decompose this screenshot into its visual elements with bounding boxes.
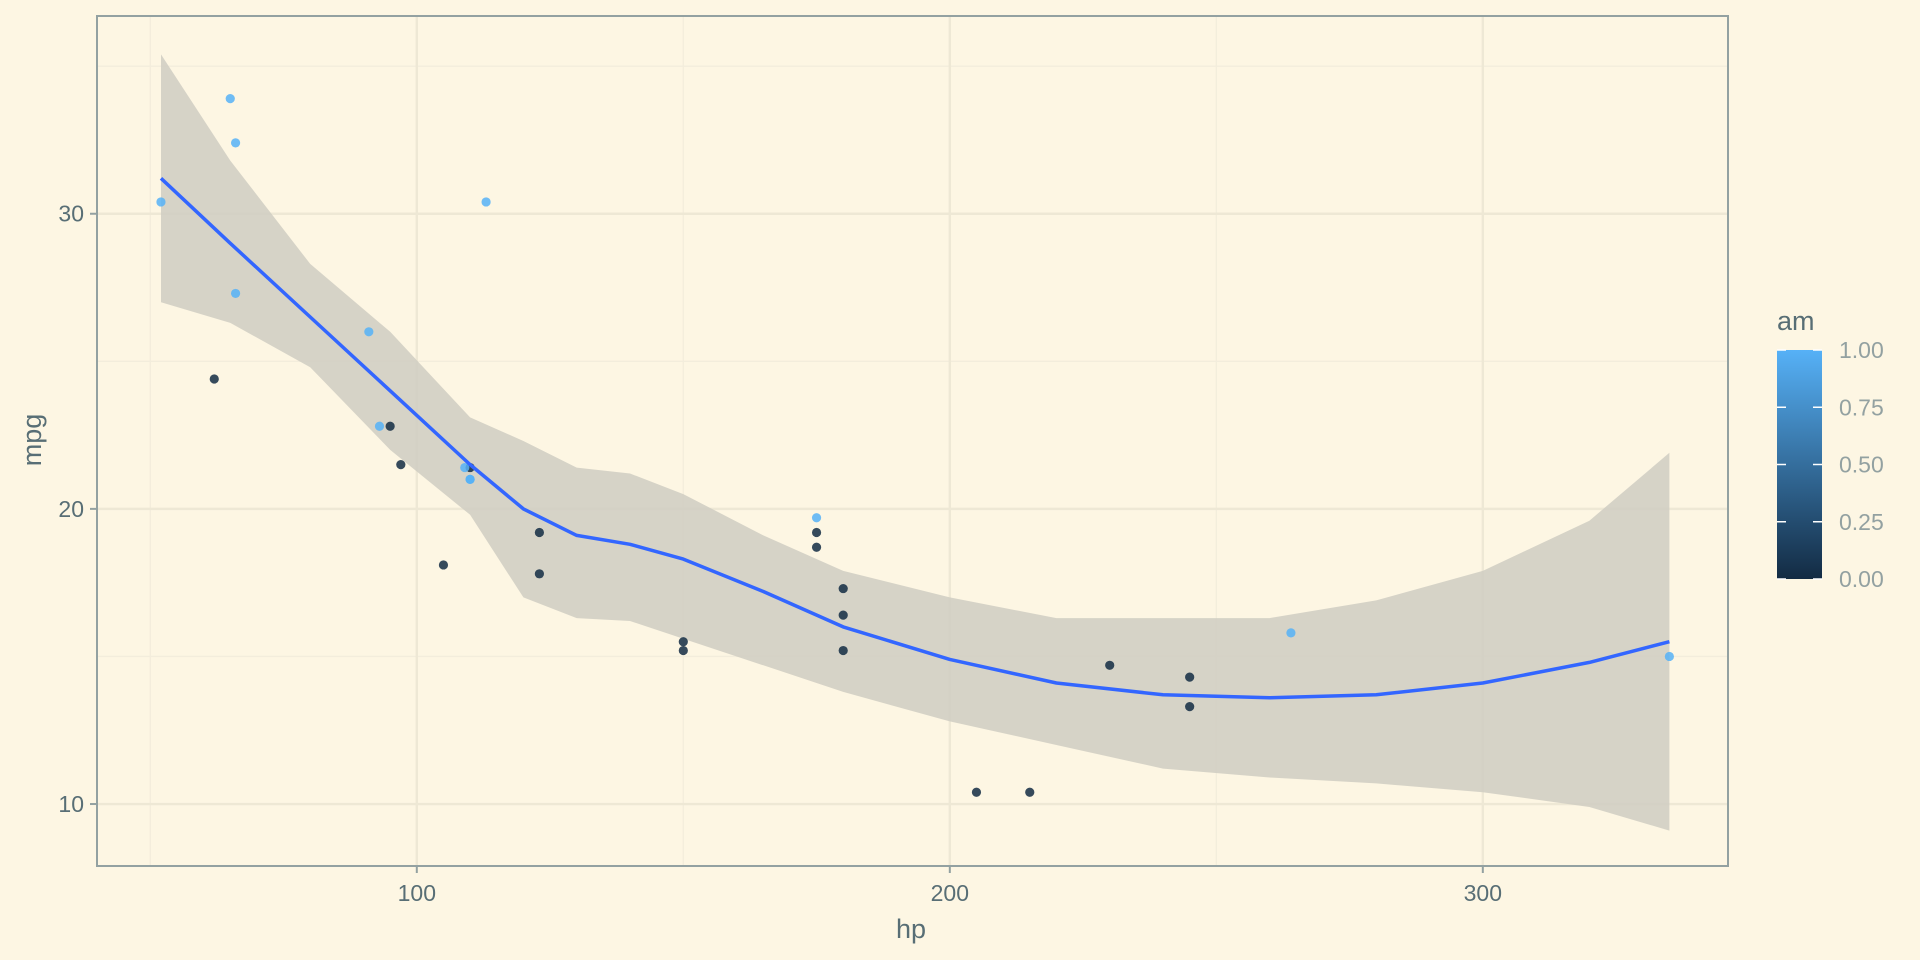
x-axis-ticks: 100 200 300 (398, 866, 1502, 906)
data-point (811, 513, 822, 523)
data-point (225, 94, 235, 104)
data-point (1664, 651, 1674, 662)
data-point (678, 645, 688, 656)
legend-label: 0.50 (1839, 452, 1884, 478)
data-point (811, 542, 822, 552)
data-point (534, 569, 544, 579)
data-point (534, 527, 544, 538)
data-point (209, 374, 219, 384)
data-point (481, 197, 491, 207)
legend-label: 0.00 (1839, 566, 1884, 592)
legend-label: 1.00 (1839, 337, 1884, 363)
data-point (460, 462, 470, 473)
data-point (838, 583, 848, 594)
points-layer (156, 94, 1674, 797)
data-point (1025, 787, 1035, 797)
y-tick-label: 20 (58, 496, 84, 522)
data-point (1185, 702, 1195, 712)
legend-label: 0.75 (1839, 394, 1884, 420)
data-point (678, 637, 688, 647)
legend: am 1.00 0.75 0.50 0.25 0.00 (1777, 306, 1884, 592)
legend-ticks: 1.00 0.75 0.50 0.25 0.00 (1777, 337, 1884, 592)
data-point (1105, 660, 1115, 670)
data-point (385, 421, 395, 431)
x-axis-title: hp (896, 914, 926, 944)
grid-major (97, 16, 1728, 866)
y-tick-label: 10 (58, 791, 84, 817)
data-point (465, 474, 475, 484)
data-point (156, 197, 166, 207)
panel-border (96, 15, 1729, 867)
data-point (1185, 672, 1195, 682)
x-tick-label: 100 (398, 880, 436, 906)
y-axis-title: mpg (17, 414, 47, 467)
data-point (971, 787, 982, 797)
y-tick-label: 30 (58, 201, 84, 227)
data-point (838, 610, 848, 620)
y-axis-ticks: 10 20 30 (58, 201, 97, 817)
data-point (230, 288, 241, 299)
legend-title: am (1777, 306, 1815, 336)
data-point (438, 560, 449, 570)
data-point (1286, 628, 1296, 638)
smooth-line (159, 177, 1670, 700)
data-point (396, 460, 406, 470)
x-tick-label: 300 (1464, 880, 1502, 906)
data-point (374, 421, 385, 431)
legend-label: 0.25 (1839, 509, 1884, 535)
data-point (838, 645, 848, 656)
x-tick-label: 200 (931, 880, 969, 906)
data-point (811, 527, 822, 538)
data-point (364, 327, 374, 337)
data-point (230, 138, 241, 148)
smooth-line-layer (159, 177, 1670, 700)
